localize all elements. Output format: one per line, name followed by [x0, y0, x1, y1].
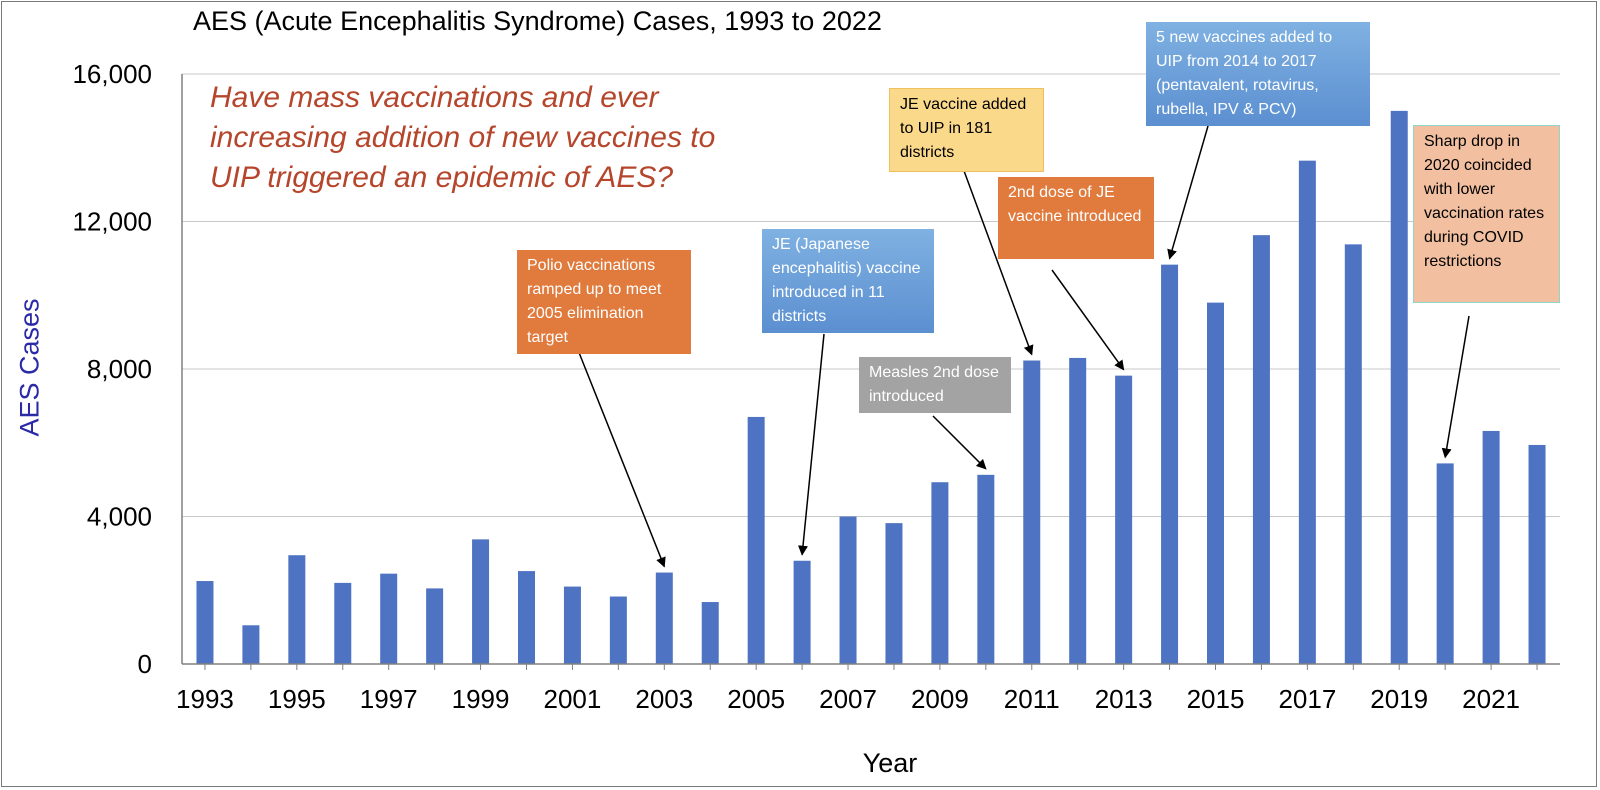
- bar-1994: [242, 625, 260, 664]
- chart-question-annotation: Have mass vaccinations and ever increasi…: [210, 81, 716, 194]
- bar-2005: [747, 416, 765, 664]
- bar-2014: [1161, 264, 1179, 664]
- x-tick-label: 2001: [544, 684, 602, 714]
- bar-2007: [839, 516, 857, 664]
- bar-2013: [1115, 375, 1133, 664]
- bar-2019: [1390, 110, 1408, 664]
- bar-2006: [793, 560, 811, 664]
- bar-1999: [472, 539, 490, 664]
- bar-2008: [885, 523, 903, 664]
- y-tick-label: 4,000: [87, 502, 152, 532]
- x-axis-label: Year: [862, 748, 918, 778]
- annotation-arrow-je_2nd: [1051, 269, 1125, 371]
- y-tick-label: 16,000: [72, 59, 152, 89]
- annotation-arrow-measles: [932, 415, 987, 470]
- x-tick-label: 2005: [727, 684, 785, 714]
- bar-2002: [609, 596, 627, 664]
- bar-1993: [196, 581, 214, 664]
- y-tick-label: 8,000: [87, 354, 152, 384]
- callout-polio: Polio vaccinations ramped up to meet 200…: [517, 250, 691, 354]
- x-tick-label: 1997: [360, 684, 418, 714]
- x-tick-label: 2017: [1278, 684, 1336, 714]
- bar-2011: [1023, 360, 1041, 664]
- callout-covid-drop: Sharp drop in 2020 coincided with lower …: [1413, 125, 1560, 303]
- chart-title: AES (Acute Encephalitis Syndrome) Cases,…: [193, 6, 882, 36]
- x-tick-label: 1995: [268, 684, 326, 714]
- bar-2012: [1069, 357, 1087, 664]
- bar-1998: [426, 588, 444, 664]
- x-tick-label: 2007: [819, 684, 877, 714]
- annotation-arrow-je_181: [959, 159, 1034, 356]
- bar-2004: [701, 602, 719, 664]
- x-tick-label: 1993: [176, 684, 234, 714]
- bar-2003: [655, 572, 673, 664]
- bar-1996: [334, 582, 352, 664]
- y-tick-label: 12,000: [72, 207, 152, 237]
- callout-measles: Measles 2nd dose introduced: [859, 357, 1011, 413]
- bar-2000: [518, 571, 535, 664]
- y-tick-label: 0: [138, 649, 152, 679]
- bar-2018: [1344, 244, 1362, 665]
- callout-five-vaccines: 5 new vaccines added to UIP from 2014 to…: [1146, 22, 1370, 126]
- x-tick-label: 2021: [1462, 684, 1520, 714]
- bar-2009: [931, 482, 949, 664]
- x-tick-label: 2003: [635, 684, 693, 714]
- bar-2001: [563, 586, 581, 664]
- bar-2015: [1207, 302, 1224, 664]
- x-tick-label: 2009: [911, 684, 969, 714]
- bar-2016: [1252, 235, 1270, 665]
- x-tick-label: 2019: [1370, 684, 1428, 714]
- bar-2022: [1528, 444, 1546, 664]
- bar-2017: [1298, 160, 1316, 664]
- bar-2020: [1436, 463, 1454, 664]
- x-tick-label: 2011: [1004, 684, 1060, 714]
- bar-2010: [977, 474, 995, 664]
- x-tick-label: 2013: [1095, 684, 1153, 714]
- bar-1995: [288, 555, 306, 664]
- annotation-arrow-polio: [575, 344, 666, 568]
- bar-1997: [380, 573, 398, 664]
- callout-je-2nd-dose: 2nd dose of JE vaccine introduced: [998, 177, 1154, 259]
- annotation-arrow-covid: [1441, 315, 1470, 459]
- x-tick-label: 1999: [452, 684, 510, 714]
- x-tick-label: 2015: [1187, 684, 1245, 714]
- bar-2021: [1482, 430, 1500, 664]
- annotation-arrow-five_vaccines: [1167, 125, 1209, 260]
- callout-je-181: JE vaccine added to UIP in 181 districts: [889, 88, 1044, 172]
- annotation-arrow-je_intro: [798, 333, 825, 556]
- callout-je-introduced: JE (Japanese encephalitis) vaccine intro…: [762, 229, 934, 333]
